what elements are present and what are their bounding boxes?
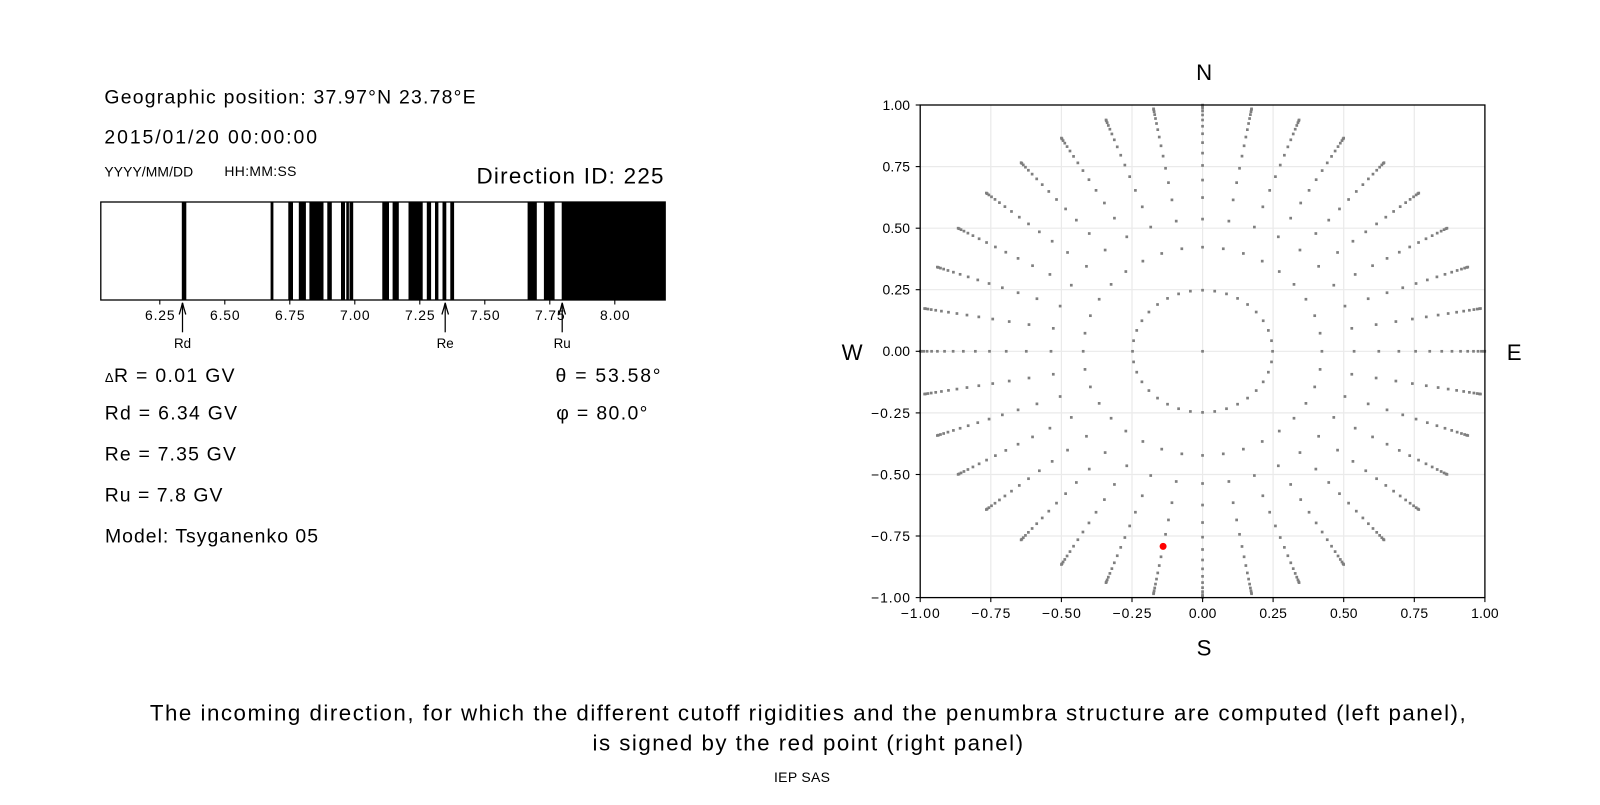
svg-text:6.75: 6.75 bbox=[275, 307, 305, 323]
svg-text:E: E bbox=[1507, 340, 1522, 365]
svg-text:W: W bbox=[842, 340, 863, 365]
svg-text:−0.25: −0.25 bbox=[1113, 605, 1152, 621]
svg-text:0.25: 0.25 bbox=[883, 282, 911, 298]
svg-text:1.00: 1.00 bbox=[883, 97, 911, 113]
svg-text:φ = 80.0°: φ = 80.0° bbox=[556, 403, 647, 425]
svg-text:IEP SAS: IEP SAS bbox=[774, 769, 830, 785]
svg-text:Ru: Ru bbox=[554, 336, 571, 351]
svg-text:7.50: 7.50 bbox=[470, 307, 500, 323]
svg-text:Geographic position: 37.97°N 2: Geographic position: 37.97°N 23.78°E bbox=[104, 86, 475, 108]
svg-text:6.25: 6.25 bbox=[145, 307, 175, 323]
svg-text:Direction ID: 225: Direction ID: 225 bbox=[477, 164, 664, 189]
svg-text:Re: Re bbox=[437, 336, 454, 351]
svg-text:HH:MM:SS: HH:MM:SS bbox=[224, 163, 296, 179]
svg-text:R = 0.01 GV: R = 0.01 GV bbox=[114, 365, 235, 387]
svg-text:−1.00: −1.00 bbox=[901, 605, 940, 621]
svg-text:0.75: 0.75 bbox=[883, 159, 911, 175]
svg-text:Rd: Rd bbox=[174, 336, 191, 351]
svg-text:−0.50: −0.50 bbox=[871, 466, 910, 482]
svg-text:N: N bbox=[1196, 60, 1212, 85]
svg-text:7.75: 7.75 bbox=[535, 307, 565, 323]
svg-text:Ru = 7.8 GV: Ru = 7.8 GV bbox=[105, 484, 223, 506]
svg-text:−0.25: −0.25 bbox=[871, 405, 910, 421]
svg-text:θ = 53.58°: θ = 53.58° bbox=[556, 365, 661, 387]
svg-text:1.00: 1.00 bbox=[1471, 605, 1499, 621]
svg-text:7.00: 7.00 bbox=[340, 307, 370, 323]
svg-text:0.25: 0.25 bbox=[1259, 605, 1287, 621]
svg-text:6.50: 6.50 bbox=[210, 307, 240, 323]
svg-text:The incoming direction, for wh: The incoming direction, for which the di… bbox=[150, 700, 1466, 725]
svg-text:−1.00: −1.00 bbox=[871, 590, 910, 606]
svg-text:0.00: 0.00 bbox=[883, 343, 911, 359]
svg-text:Rd = 6.34 GV: Rd = 6.34 GV bbox=[105, 403, 237, 425]
svg-text:−0.75: −0.75 bbox=[971, 605, 1010, 621]
svg-text:8.00: 8.00 bbox=[600, 307, 630, 323]
svg-text:Δ: Δ bbox=[105, 370, 114, 385]
svg-text:0.50: 0.50 bbox=[1330, 605, 1358, 621]
svg-text:7.25: 7.25 bbox=[405, 307, 435, 323]
svg-text:Model: Tsyganenko 05: Model: Tsyganenko 05 bbox=[105, 525, 318, 547]
svg-text:0.00: 0.00 bbox=[1189, 605, 1217, 621]
svg-text:0.75: 0.75 bbox=[1401, 605, 1429, 621]
svg-text:S: S bbox=[1197, 636, 1212, 661]
svg-text:2015/01/20 00:00:00: 2015/01/20 00:00:00 bbox=[104, 127, 317, 149]
svg-text:0.50: 0.50 bbox=[883, 220, 911, 236]
svg-text:is signed by the red point (ri: is signed by the red point (right panel) bbox=[593, 731, 1024, 756]
svg-text:−0.75: −0.75 bbox=[871, 528, 910, 544]
svg-text:−0.50: −0.50 bbox=[1042, 605, 1081, 621]
svg-text:Re = 7.35 GV: Re = 7.35 GV bbox=[105, 443, 236, 465]
svg-text:YYYY/MM/DD: YYYY/MM/DD bbox=[104, 163, 193, 179]
